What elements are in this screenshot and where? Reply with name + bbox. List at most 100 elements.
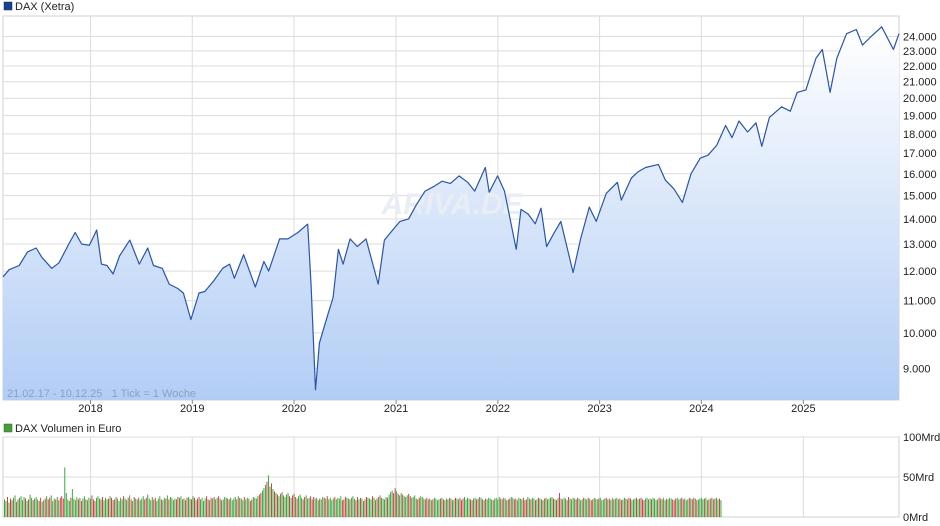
- volume-bar: [403, 496, 405, 517]
- volume-bar: [652, 497, 654, 517]
- volume-bar: [126, 500, 128, 517]
- volume-bar: [613, 499, 615, 517]
- volume-bar: [477, 498, 479, 517]
- volume-bar: [332, 498, 334, 517]
- volume-bar: [394, 488, 396, 517]
- volume-bar: [295, 497, 297, 517]
- volume-bar: [706, 500, 708, 517]
- volume-bar: [79, 497, 81, 517]
- volume-y-tick-label: 50Mrd: [903, 472, 934, 484]
- volume-bar: [578, 498, 580, 517]
- volume-bar: [426, 497, 428, 517]
- x-axis: 2018 2019 2020 2021 2022 2023 2024 2025: [78, 400, 816, 415]
- volume-bar: [5, 501, 7, 517]
- volume-bar: [452, 500, 453, 517]
- volume-bar: [260, 493, 262, 517]
- volume-bar: [120, 497, 122, 517]
- volume-bar: [320, 499, 322, 517]
- volume-bar: [595, 498, 597, 517]
- volume-bar: [557, 497, 559, 517]
- volume-bar: [201, 497, 203, 517]
- volume-bar: [209, 500, 211, 517]
- volume-bar: [718, 498, 720, 517]
- volume-bar: [29, 494, 31, 517]
- volume-bar: [301, 497, 303, 517]
- volume-bar: [55, 499, 57, 517]
- volume-bar: [712, 499, 714, 517]
- volume-bar: [328, 499, 330, 517]
- volume-bar: [492, 500, 494, 517]
- volume-bar: [399, 495, 401, 517]
- volume-bar: [474, 497, 476, 517]
- volume-bar: [10, 498, 11, 517]
- volume-bar: [59, 497, 61, 517]
- volume-bar: [495, 497, 497, 517]
- volume-bar: [628, 497, 630, 517]
- volume-bar: [658, 497, 660, 517]
- volume-bar: [601, 500, 603, 517]
- volume-bar: [311, 499, 313, 517]
- volume-bar: [212, 498, 214, 517]
- price-y-tick-label: 16.000: [903, 169, 937, 181]
- volume-bar: [160, 499, 162, 517]
- volume-bar: [664, 500, 666, 517]
- volume-bar: [356, 497, 358, 517]
- volume-bar: [673, 500, 675, 517]
- volume-bar: [691, 499, 693, 517]
- volume-bar: [566, 500, 568, 517]
- volume-bar: [670, 498, 672, 517]
- volume-bar: [26, 501, 28, 517]
- volume-bar: [215, 499, 217, 517]
- volume-bar: [372, 496, 373, 517]
- volume-bar: [248, 498, 250, 517]
- volume-bar: [459, 497, 461, 517]
- volume-bar: [242, 500, 244, 517]
- volume-bar: [130, 499, 132, 517]
- volume-bar: [639, 498, 640, 517]
- volume-bar: [74, 500, 76, 517]
- volume-bar: [106, 499, 108, 517]
- volume-bar: [679, 498, 681, 517]
- volume-bar: [180, 496, 182, 517]
- volume-bar: [513, 499, 515, 517]
- x-tick-label: 2019: [180, 403, 204, 415]
- volume-bar: [571, 499, 573, 517]
- volume-bar: [488, 497, 490, 517]
- volume-bar: [44, 498, 46, 517]
- volume-bar: [364, 499, 366, 517]
- volume-bar: [418, 497, 420, 517]
- volume-bar: [352, 496, 354, 517]
- volume-bar: [341, 500, 343, 517]
- volume-bar: [375, 500, 376, 517]
- volume-bar: [169, 497, 171, 517]
- volume-bar: [150, 500, 152, 517]
- volume-bar: [47, 499, 49, 517]
- volume-bar: [540, 499, 542, 517]
- volume-bar: [319, 498, 321, 517]
- volume-bar: [142, 496, 144, 517]
- volume-bar: [420, 496, 422, 517]
- volume-bar: [219, 498, 221, 517]
- volume-bar: [108, 498, 109, 517]
- volume-bar: [468, 498, 470, 517]
- volume-bar: [157, 498, 159, 517]
- price-y-tick-label: 13.000: [903, 239, 937, 251]
- volume-bar: [524, 500, 526, 517]
- price-y-tick-label: 15.000: [903, 191, 937, 203]
- volume-bar: [439, 498, 441, 517]
- volume-bar: [489, 498, 491, 517]
- volume-bar: [46, 496, 48, 517]
- price-y-tick-label: 12.000: [903, 266, 937, 278]
- volume-bar: [553, 498, 554, 517]
- volume-bar: [13, 497, 14, 517]
- volume-bar: [491, 499, 493, 517]
- volume-bar: [605, 497, 607, 517]
- volume-bar: [690, 498, 692, 517]
- volume-bar: [388, 494, 390, 517]
- volume-bar: [100, 499, 102, 517]
- volume-bar: [186, 497, 188, 517]
- volume-bar: [533, 498, 535, 517]
- volume-bar: [445, 498, 447, 517]
- volume-bar: [239, 497, 241, 517]
- volume-bar: [192, 496, 194, 517]
